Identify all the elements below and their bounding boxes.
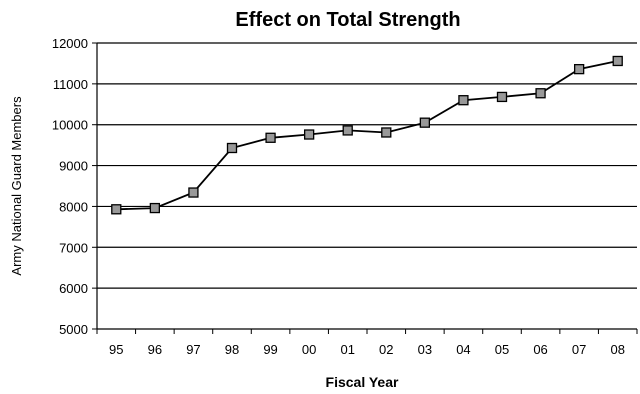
x-tick-label: 98	[225, 342, 239, 357]
x-tick-label: 03	[418, 342, 432, 357]
x-tick-label: 97	[186, 342, 200, 357]
data-point	[226, 142, 238, 154]
data-point	[381, 127, 392, 138]
data-point	[303, 129, 315, 140]
y-tick-label: 8000	[59, 199, 88, 214]
y-tick-label: 10000	[52, 118, 88, 133]
data-point	[496, 91, 508, 103]
x-tick-label: 08	[610, 342, 624, 357]
y-tick-label: 5000	[59, 322, 88, 337]
x-tick-label: 02	[379, 342, 393, 357]
chart-title: Effect on Total Strength	[235, 9, 460, 31]
x-tick-label: 04	[456, 342, 470, 357]
x-tick-label: 96	[148, 342, 162, 357]
data-point	[342, 125, 353, 136]
data-point	[458, 95, 469, 106]
x-axis-title: Fiscal Year	[326, 374, 399, 390]
data-point	[149, 202, 161, 214]
x-tick-label: 05	[495, 342, 509, 357]
data-point	[265, 132, 276, 143]
y-tick-label: 6000	[59, 281, 88, 296]
y-tick-label: 12000	[52, 36, 88, 51]
x-tick-label: 06	[533, 342, 547, 357]
y-tick-label: 9000	[59, 159, 88, 174]
data-point	[612, 55, 623, 67]
y-tick-label: 7000	[59, 240, 88, 255]
data-point	[419, 117, 431, 128]
y-tick-label: 11000	[53, 77, 88, 92]
data-point	[573, 63, 585, 75]
x-tick-label: 07	[572, 342, 586, 357]
series-line	[116, 60, 618, 211]
x-tick-label: 95	[109, 342, 123, 357]
data-point	[188, 187, 199, 198]
x-tick-label: 01	[340, 342, 354, 357]
data-point	[535, 88, 546, 99]
data-point	[111, 204, 122, 215]
x-tick-label: 00	[302, 342, 316, 357]
x-tick-label: 99	[263, 342, 277, 357]
y-axis-title: Army National Guard Members	[9, 96, 24, 276]
plot-area: 5000 6000 7000 8000 9000 10000 11000 12000 95 96 9…	[52, 36, 638, 357]
